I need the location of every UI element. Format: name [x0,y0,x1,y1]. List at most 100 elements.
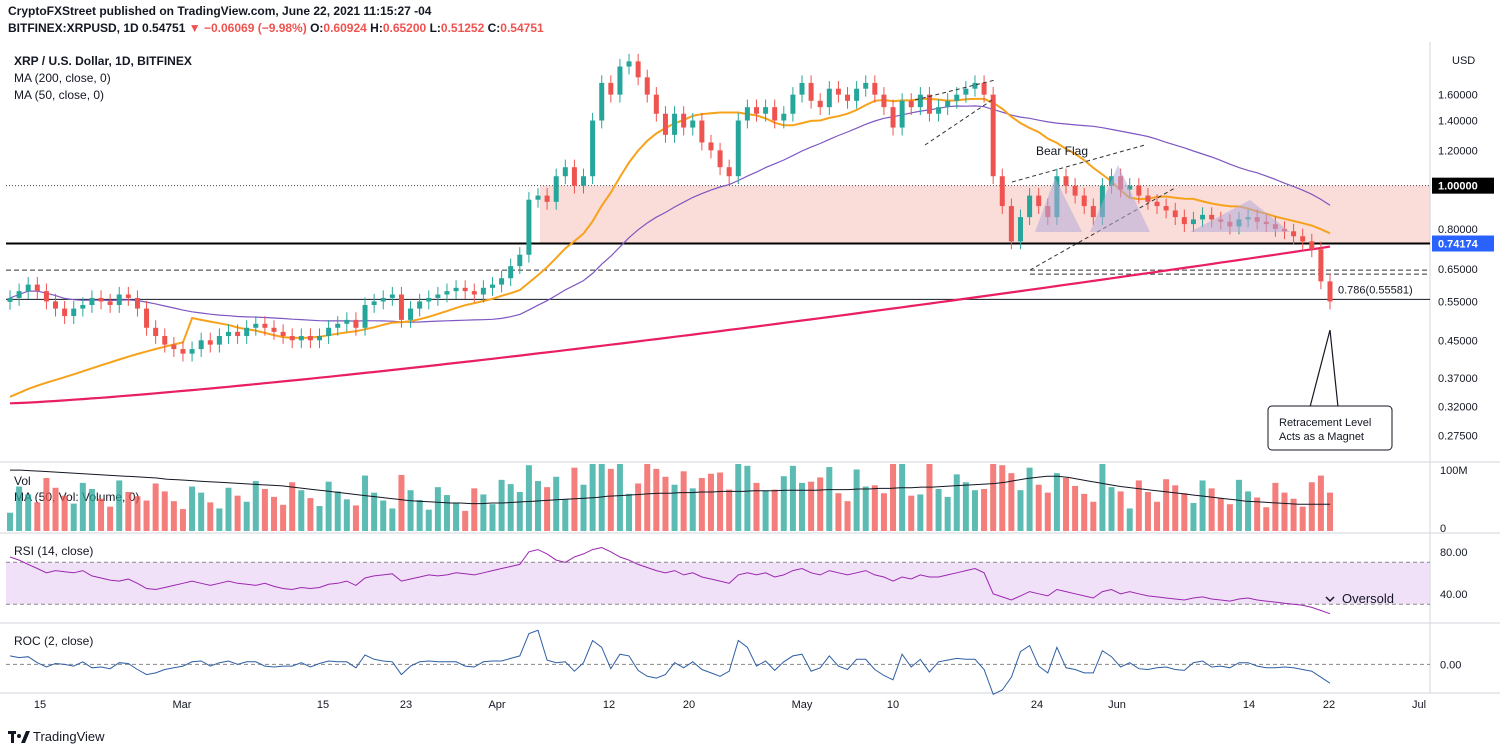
candle-body [225,331,231,337]
last-price: 0.54751 [142,21,186,35]
candle-body [672,113,678,135]
candle-body [617,66,623,95]
volume-bar [762,490,769,531]
candle-body [1154,201,1160,207]
candle-body [1036,195,1042,207]
candle-body [981,82,987,95]
candle-body [335,323,341,328]
candle-body [235,331,241,337]
volume-bar [835,493,842,531]
volume-label[interactable]: Vol [14,474,31,488]
volume-bar [225,487,232,531]
volume-bar [462,510,469,531]
close-label: C: [487,21,501,35]
candle-body [7,297,13,302]
volume-bar [1126,508,1133,531]
footer[interactable]: TradingView [8,729,105,744]
candle-body [863,82,869,89]
price-tick-label: 0.37000 [1438,373,1478,385]
candle-body [590,120,596,177]
volume-bar [662,476,669,531]
volume-bar [853,469,860,531]
roc-line [9,629,1331,695]
candle-body [717,150,723,168]
candle-body [653,94,659,114]
roc-label[interactable]: ROC (2, close) [14,634,94,648]
volume-bar [389,508,396,531]
candle-body [1027,195,1033,218]
candle-body [562,167,568,177]
candle-body [417,301,423,309]
candle-body [790,94,796,114]
volume-bar [753,482,760,531]
volume-bar [726,489,733,531]
candle-body [526,199,532,255]
x-axis-tick: Mar [173,699,192,711]
x-axis-tick: Jun [1108,699,1126,711]
x-axis-tick: 20 [683,699,695,711]
volume-bar [780,476,787,531]
tradingview-logo-icon [8,730,30,743]
volume-bar [1072,485,1079,531]
symbol-label: BITFINEX:XRPUSD, 1D [8,21,139,35]
candle-body [144,308,150,328]
x-axis-tick: 15 [34,699,46,711]
volume-bar [826,467,833,531]
volume-bar [926,464,933,531]
volume-bar [1235,479,1242,531]
candle-body [908,100,914,108]
volume-bar [1226,504,1233,531]
volume-bar [416,499,423,531]
candle-body [462,287,468,292]
chart-title: XRP / U.S. Dollar, 1D, BITFINEX [14,54,192,68]
rsi-label[interactable]: RSI (14, close) [14,544,94,558]
volume-bar [207,502,214,531]
volume-bar [362,475,369,531]
volume-bar [316,506,323,531]
ma100-line [9,105,1331,323]
volume-axis-label: 100M [1440,465,1468,477]
volume-bar [1044,492,1051,531]
oversold-label: Oversold [1342,591,1394,606]
volume-bar [680,471,687,531]
candle-body [326,327,332,337]
candle-body [34,284,40,292]
volume-bar [717,472,724,531]
high-value: 0.65200 [382,21,427,35]
candle-body [881,94,887,108]
volume-bar [453,502,460,531]
candle-body [408,308,414,320]
ma50-legend[interactable]: MA (50, close, 0) [14,88,105,102]
candle-body [581,176,587,186]
volume-bar [808,481,815,531]
volume-bar [471,488,478,531]
candle-body [153,327,159,337]
rsi-band [6,562,1430,605]
candle-body [626,61,632,67]
candle-body [690,120,696,128]
candle-body [25,284,31,292]
candle-body [763,107,769,114]
volume-bar [480,494,487,531]
candle-body [253,323,259,328]
ma200-line [9,245,1331,405]
candle-body [389,294,395,298]
volume-bar [1327,492,1333,531]
bear-flag-trendline [1011,144,1146,183]
candle-body [262,323,268,328]
candle-body [62,308,68,317]
magnet-callout-line2: Acts as a Magnet [1279,431,1364,443]
volume-bar [799,482,805,531]
volume-bar [1299,506,1306,531]
volume-bar [771,489,778,531]
open-label: O: [310,21,324,35]
volume-bar [189,486,196,531]
ma200-legend[interactable]: MA (200, close, 0) [14,71,111,85]
candle-body [1099,185,1105,218]
volume-bar [1181,493,1188,531]
volume-bar [1026,467,1033,531]
volume-bar [371,492,378,531]
volume-bar [1290,498,1297,531]
candle-body [1008,206,1014,242]
